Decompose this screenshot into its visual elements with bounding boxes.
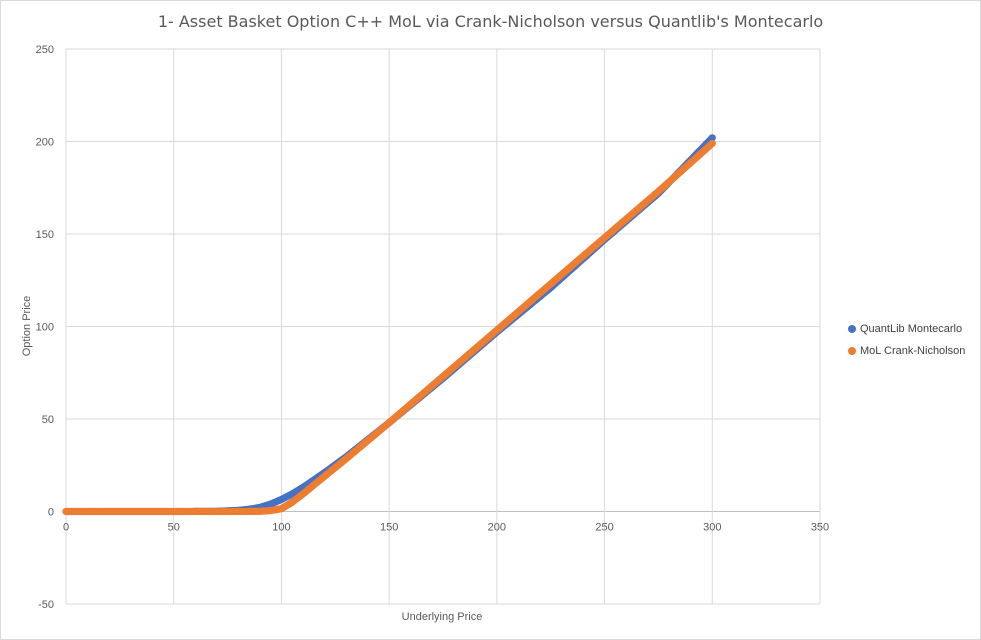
- series-mol-crank-nicholson: [62, 139, 716, 516]
- y-tick-labels: 250 200 150 100 50 0 -50: [36, 44, 54, 611]
- y-tick-label: 50: [42, 414, 54, 426]
- x-tick-label: 250: [595, 522, 613, 534]
- legend: QuantLib Montecarlo MoL Crank-Nicholson: [848, 318, 965, 362]
- x-tick-label: 100: [272, 522, 290, 534]
- legend-item: QuantLib Montecarlo: [848, 318, 965, 340]
- x-tick-label: 150: [380, 522, 398, 534]
- legend-label: MoL Crank-Nicholson: [860, 345, 966, 357]
- data-point: [708, 134, 716, 142]
- y-tick-label: 250: [36, 44, 54, 56]
- y-tick-label: 150: [36, 229, 54, 241]
- x-tick-label: 0: [63, 522, 69, 534]
- legend-item: MoL Crank-Nicholson: [848, 340, 965, 362]
- legend-marker-icon: [848, 347, 856, 355]
- y-tick-label: 200: [36, 137, 54, 149]
- legend-label: QuantLib Montecarlo: [860, 323, 963, 335]
- y-tick-label: -50: [38, 599, 54, 611]
- x-tick-labels: 0 50 100 150 200 250 300 350: [63, 522, 829, 534]
- x-tick-label: 300: [703, 522, 721, 534]
- chart-title: 1- Asset Basket Option C++ MoL via Crank…: [157, 12, 824, 31]
- y-tick-label: 100: [36, 322, 54, 334]
- y-axis-title: Option Price: [21, 296, 33, 357]
- data-points: [62, 134, 716, 516]
- x-tick-label: 200: [488, 522, 506, 534]
- legend-marker-icon: [848, 325, 856, 333]
- x-tick-label: 50: [168, 522, 180, 534]
- y-tick-label: 0: [48, 507, 54, 519]
- data-point: [708, 139, 716, 147]
- x-axis-title: Underlying Price: [402, 611, 483, 623]
- x-tick-label: 350: [811, 522, 829, 534]
